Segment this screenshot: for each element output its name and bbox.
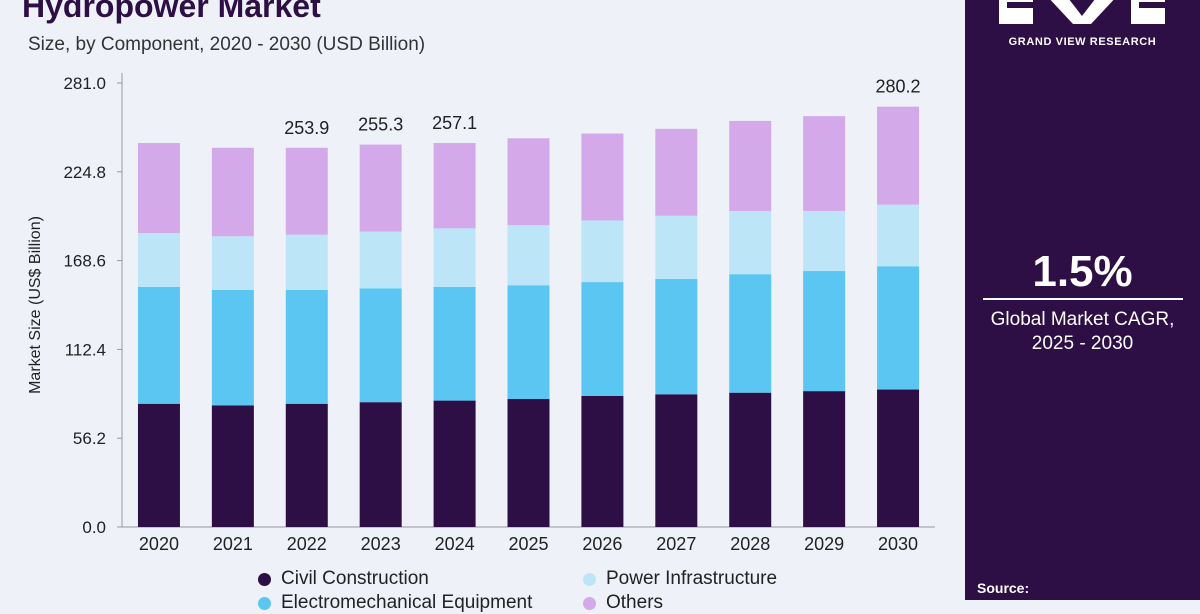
bar-segment-others — [285, 147, 328, 235]
bar-segment-others — [803, 116, 846, 211]
bar-segment-electromechanical-equipment — [285, 289, 328, 404]
y-tick-label: 0.0 — [82, 518, 106, 537]
bar-segment-electromechanical-equipment — [655, 278, 698, 395]
bar-segment-others — [507, 138, 550, 226]
bar-segment-power-infrastructure — [729, 210, 772, 275]
bar-segment-civil-construction — [507, 399, 550, 527]
legend-marker-power-infrastructure — [583, 572, 596, 586]
logo-icon — [999, 0, 1165, 24]
legend-marker-civil-construction — [258, 572, 271, 586]
x-tick-label: 2028 — [730, 534, 770, 554]
legend-item-civil-construction: Civil Construction — [258, 568, 429, 590]
bar-total-label: 280.2 — [876, 77, 921, 97]
chart-title: Hydropower Market — [22, 0, 321, 24]
bar-segment-others — [877, 106, 920, 205]
bar-segment-civil-construction — [877, 389, 920, 527]
x-tick-label: 2021 — [213, 534, 253, 554]
chart-area: Hydropower Market Size, by Component, 20… — [22, 0, 935, 613]
bar-segment-power-infrastructure — [655, 215, 698, 279]
x-tick-label: 2027 — [656, 534, 696, 554]
legend-item-others: Others — [583, 592, 663, 614]
stacked-bar-chart: 0.0 56.2 112.4 168.6 224.8 281.0 Market Size (… — [27, 73, 935, 554]
y-tick-label: 281.0 — [63, 74, 106, 93]
y-tick-label: 56.2 — [73, 429, 106, 448]
cagr-divider — [983, 298, 1183, 300]
chart-legend: Civil Construction Power Infrastructure … — [258, 568, 898, 613]
bar-segment-civil-construction — [655, 394, 698, 527]
bar-segment-civil-construction — [137, 403, 180, 527]
bar-segment-civil-construction — [359, 402, 402, 527]
chart-subtitle: Size, by Component, 2020 - 2030 (USD Bil… — [28, 34, 426, 55]
legend-label-power-infrastructure: Power Infrastructure — [606, 568, 778, 589]
bar-segment-civil-construction — [729, 392, 772, 527]
bar-segment-power-infrastructure — [137, 233, 180, 287]
bar-segment-power-infrastructure — [211, 236, 254, 290]
legend-label-others: Others — [606, 592, 664, 613]
grand-view-research-logo — [995, 0, 1170, 28]
y-tick-label: 224.8 — [63, 163, 106, 182]
legend-label-electromechanical-equipment: Electromechanical Equipment — [281, 592, 533, 613]
bar-segment-electromechanical-equipment — [729, 274, 772, 393]
y-tick-label: 112.4 — [65, 340, 106, 359]
bar-segment-electromechanical-equipment — [803, 271, 846, 392]
y-axis-label: Market Size (US$ Billion) — [27, 216, 44, 394]
bar-segment-others — [655, 128, 698, 216]
bar-segment-power-infrastructure — [877, 204, 920, 267]
bar-segment-power-infrastructure — [433, 228, 476, 287]
bar-segment-electromechanical-equipment — [877, 266, 920, 390]
x-tick-label: 2024 — [435, 534, 475, 554]
bar-segment-others — [581, 133, 624, 221]
bar-segment-power-infrastructure — [359, 231, 402, 289]
y-tick-label: 168.6 — [63, 252, 106, 271]
x-tick-label: 2020 — [139, 534, 179, 554]
cagr-label: Global Market CAGR, 2025 - 2030 — [965, 308, 1200, 356]
bar-segment-power-infrastructure — [803, 210, 846, 272]
bar-segment-others — [433, 143, 476, 229]
cagr-label-line2: 2025 - 2030 — [1031, 333, 1134, 354]
bar-segment-civil-construction — [211, 405, 254, 527]
bar-segment-others — [729, 120, 772, 211]
bar-segment-electromechanical-equipment — [359, 288, 402, 403]
x-tick-label: 2025 — [508, 534, 548, 554]
brand-name: GRAND VIEW RESEARCH — [1008, 36, 1157, 48]
bar-total-label: 253.9 — [284, 118, 329, 138]
legend-item-power-infrastructure: Power Infrastructure — [583, 568, 777, 590]
bar-segment-power-infrastructure — [507, 225, 550, 286]
bar-segment-civil-construction — [285, 403, 328, 527]
bar-segment-civil-construction — [433, 400, 476, 527]
x-tick-label: 2026 — [582, 534, 622, 554]
bar-segment-electromechanical-equipment — [137, 286, 180, 404]
bar-total-label: 257.1 — [432, 113, 477, 133]
bar-segment-electromechanical-equipment — [581, 282, 624, 396]
legend-marker-others — [583, 596, 596, 610]
legend-label-civil-construction: Civil Construction — [281, 568, 429, 589]
bar-segment-electromechanical-equipment — [433, 286, 476, 401]
bar-total-label: 255.3 — [358, 115, 403, 135]
source-label: Source: — [977, 580, 1030, 596]
bar-segment-civil-construction — [803, 391, 846, 527]
bar-segment-others — [211, 147, 254, 237]
legend-marker-electromechanical-equipment — [258, 596, 271, 610]
x-tick-label: 2023 — [361, 534, 401, 554]
bar-segment-civil-construction — [581, 395, 624, 527]
bar-segment-power-infrastructure — [581, 220, 624, 283]
bar-segment-electromechanical-equipment — [507, 285, 550, 400]
bar-segment-others — [359, 144, 402, 232]
cagr-label-line1: Global Market CAGR, — [990, 309, 1175, 330]
x-tick-label: 2030 — [878, 534, 918, 554]
legend-item-electromechanical-equipment: Electromechanical Equipment — [258, 592, 532, 614]
bar-segment-others — [137, 143, 180, 234]
x-tick-label: 2022 — [287, 534, 327, 554]
bar-segment-electromechanical-equipment — [211, 289, 254, 406]
sidebar: GRAND VIEW RESEARCH 1.5% Global Market C… — [965, 0, 1200, 600]
x-tick-label: 2029 — [804, 534, 844, 554]
cagr-value: 1.5% — [1032, 247, 1133, 296]
bar-segment-power-infrastructure — [285, 234, 328, 290]
